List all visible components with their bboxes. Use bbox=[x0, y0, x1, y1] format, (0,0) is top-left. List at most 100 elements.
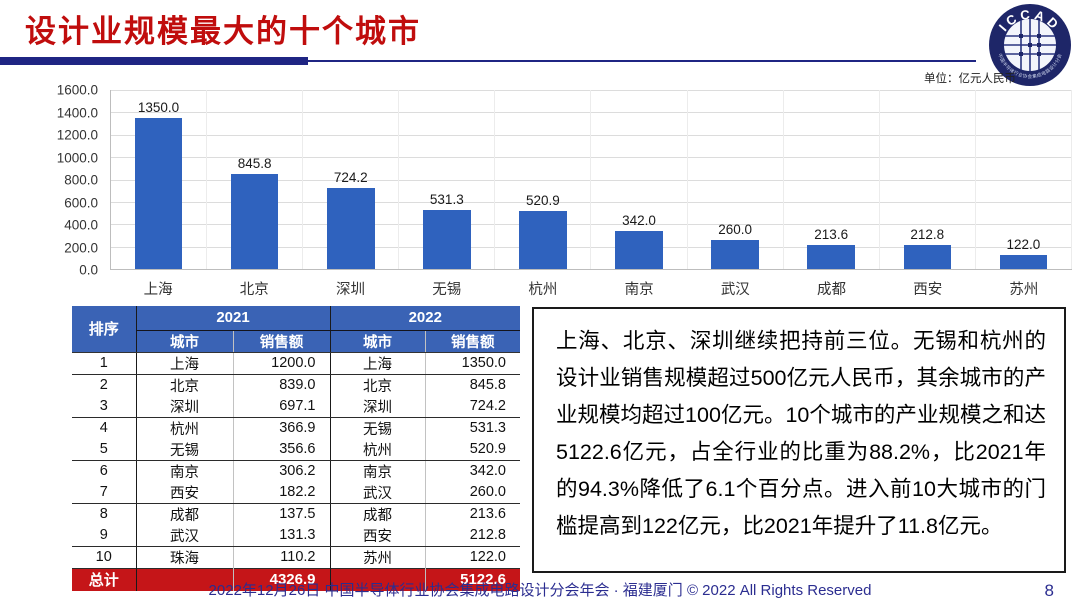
header-year-2022: 2022 bbox=[329, 306, 520, 331]
y-tick-label: 200.0 bbox=[64, 240, 98, 255]
cell-rank: 9 bbox=[72, 524, 136, 547]
bar: 342.0 bbox=[615, 213, 663, 269]
cell-sales-2022: 260.0 bbox=[424, 481, 520, 504]
cell-city-2021: 无锡 bbox=[135, 438, 233, 461]
cell-sales-2022: 213.6 bbox=[424, 503, 520, 525]
commentary-text: 上海、北京、深圳继续把持前三位。无锡和杭州的设计业销售规模超过500亿元人民币，… bbox=[556, 329, 1046, 538]
cell-city-2021: 深圳 bbox=[135, 395, 233, 418]
table-row: 5 无锡 356.6 杭州 520.9 bbox=[72, 438, 520, 461]
table-row: 6 南京 306.2 南京 342.0 bbox=[72, 460, 520, 482]
total-empty-cell bbox=[135, 567, 233, 591]
commentary-box: 上海、北京、深圳继续把持前三位。无锡和杭州的设计业销售规模超过500亿元人民币，… bbox=[532, 307, 1066, 573]
bar-column: 260.0 bbox=[688, 90, 784, 269]
x-category-label: 苏州 bbox=[1009, 282, 1039, 298]
x-category-label: 北京 bbox=[239, 282, 269, 298]
cell-sales-2022: 122.0 bbox=[424, 546, 520, 568]
cell-sales-2021: 306.2 bbox=[232, 460, 330, 482]
bar-value-label: 213.6 bbox=[814, 227, 849, 243]
y-tick-label: 1400.0 bbox=[56, 105, 98, 120]
bar: 122.0 bbox=[999, 237, 1048, 269]
cell-sales-2021: 839.0 bbox=[232, 374, 330, 396]
total-label: 总计 bbox=[72, 567, 136, 591]
header-year-2021: 2021 bbox=[135, 306, 330, 331]
bar: 531.3 bbox=[423, 192, 471, 269]
bar-value-label: 724.2 bbox=[333, 169, 368, 185]
bar-column: 122.0 bbox=[976, 90, 1072, 269]
cell-city-2022: 南京 bbox=[329, 460, 425, 482]
table-header-sub-row: 城市 销售额 城市 销售额 bbox=[72, 330, 520, 353]
title-divider-thick bbox=[0, 57, 308, 65]
x-category-label: 南京 bbox=[624, 282, 654, 298]
table-row: 3 深圳 697.1 深圳 724.2 bbox=[72, 395, 520, 418]
cell-sales-2021: 697.1 bbox=[232, 395, 330, 418]
table-row: 8 成都 137.5 成都 213.6 bbox=[72, 503, 520, 525]
gridline bbox=[111, 112, 1072, 114]
cell-city-2021: 南京 bbox=[135, 460, 233, 482]
iccad-logo-icon: ICCAD 中国半导体行业协会集成电路设计分会 bbox=[989, 4, 1071, 86]
bar-column: 213.6 bbox=[784, 90, 880, 269]
city-sales-table: 排序 2021 2022 城市 销售额 城市 销售额 1 上海 1200.0 上海 13… bbox=[72, 306, 520, 591]
cell-rank: 1 bbox=[72, 352, 136, 375]
bar: 845.8 bbox=[230, 156, 279, 269]
y-tick-label: 1200.0 bbox=[56, 127, 98, 143]
cell-sales-2022: 520.9 bbox=[424, 438, 520, 461]
cell-sales-2022: 1350.0 bbox=[424, 352, 520, 375]
cell-rank: 6 bbox=[72, 460, 136, 482]
cell-city-2022: 西安 bbox=[329, 524, 425, 547]
header-city-2022: 城市 bbox=[329, 330, 425, 353]
x-category-label: 上海 bbox=[143, 282, 173, 298]
footer-text: 2022年12月26日 中国半导体行业协会集成电路设计分会年会 · 福建厦门 ©… bbox=[208, 582, 872, 599]
bar-column: 212.8 bbox=[880, 90, 976, 269]
cell-city-2021: 珠海 bbox=[135, 546, 233, 568]
page-title: 设计业规模最大的十个城市 bbox=[25, 14, 421, 49]
bar-column: 342.0 bbox=[591, 90, 688, 269]
bar-value-label: 845.8 bbox=[237, 156, 272, 172]
bar-chart: 1600.0 1400.0 1200.0 1000.0 800.0 600.0 400.0 2… bbox=[50, 82, 1075, 300]
y-tick-label: 600.0 bbox=[64, 195, 98, 210]
cell-sales-2022: 212.8 bbox=[424, 524, 520, 547]
cell-rank: 7 bbox=[72, 481, 136, 504]
cell-sales-2021: 182.2 bbox=[232, 481, 330, 504]
chart-plot-area: 1350.0 845.8 724.2 531.3 520.9 342.0 260.0 213.… bbox=[110, 90, 1072, 270]
y-tick-label: 400.0 bbox=[64, 217, 98, 233]
cell-city-2022: 杭州 bbox=[329, 438, 425, 461]
bar-column: 845.8 bbox=[207, 90, 304, 269]
table-row: 1 上海 1200.0 上海 1350.0 bbox=[72, 352, 520, 375]
cell-sales-2021: 356.6 bbox=[232, 438, 330, 461]
cell-city-2022: 上海 bbox=[329, 352, 425, 375]
gridline bbox=[111, 157, 1072, 159]
cell-sales-2022: 531.3 bbox=[424, 417, 520, 439]
cell-city-2021: 杭州 bbox=[135, 417, 233, 439]
gridline bbox=[111, 224, 1072, 226]
bar-column: 724.2 bbox=[303, 90, 400, 269]
gridline bbox=[111, 179, 1072, 181]
cell-city-2022: 成都 bbox=[329, 503, 425, 525]
table-row: 4 杭州 366.9 无锡 531.3 bbox=[72, 417, 520, 439]
header-sales-2022: 销售额 bbox=[424, 330, 520, 353]
cell-rank: 8 bbox=[72, 503, 136, 525]
x-category-label: 深圳 bbox=[336, 282, 365, 298]
bar: 213.6 bbox=[807, 227, 855, 269]
table-total-row: 总计 4326.9 5122.6 bbox=[72, 567, 520, 591]
x-category-label: 杭州 bbox=[528, 282, 558, 298]
bar: 260.0 bbox=[711, 222, 759, 269]
unit-label: 单位：亿元人民币 bbox=[924, 73, 1016, 85]
bar-column: 531.3 bbox=[399, 90, 496, 269]
header-sales-2021: 销售额 bbox=[232, 330, 330, 353]
y-tick-label: 800.0 bbox=[64, 172, 98, 188]
gridline bbox=[111, 246, 1072, 248]
title-divider-thin bbox=[308, 60, 976, 62]
bar: 520.9 bbox=[519, 193, 567, 269]
cell-city-2021: 上海 bbox=[135, 352, 233, 375]
bar-value-label: 1350.0 bbox=[137, 99, 180, 115]
cell-rank: 5 bbox=[72, 438, 136, 461]
cell-sales-2022: 845.8 bbox=[424, 374, 520, 396]
x-category-label: 西安 bbox=[913, 282, 943, 298]
total-sales-2022: 5122.6 bbox=[424, 567, 520, 591]
cell-city-2022: 无锡 bbox=[329, 417, 425, 439]
gridline bbox=[111, 90, 1072, 91]
header-rank: 排序 bbox=[72, 306, 136, 353]
cell-city-2022: 北京 bbox=[329, 374, 425, 396]
x-axis: 上海 北京 深圳 无锡 杭州 南京 武汉 成都 西安 苏州 bbox=[110, 278, 1072, 299]
